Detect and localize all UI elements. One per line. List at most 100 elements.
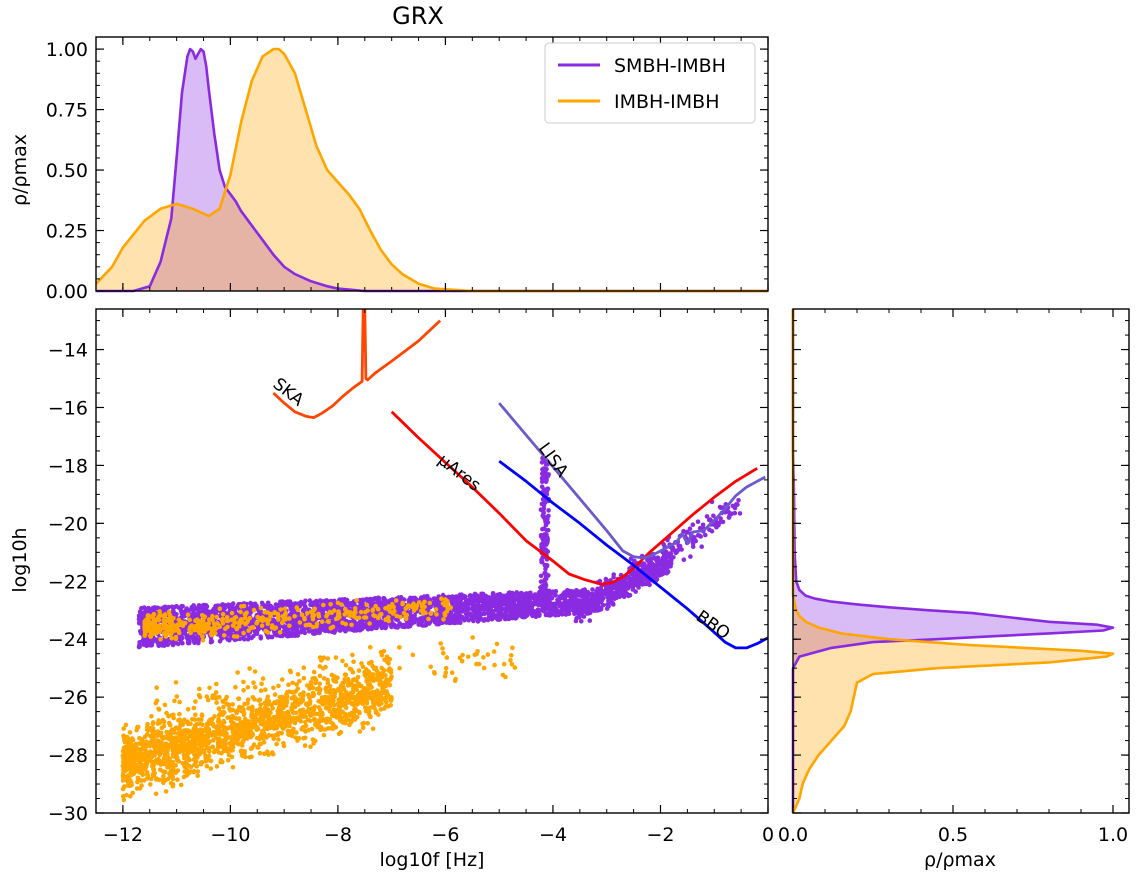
imbh-point <box>381 706 387 711</box>
imbh-point <box>187 741 193 747</box>
imbh-point <box>444 655 450 660</box>
smbh-point <box>152 605 158 610</box>
smbh-point <box>444 620 449 625</box>
smbh-point <box>324 598 330 603</box>
imbh-point <box>219 711 225 717</box>
smbh-point <box>295 633 301 638</box>
imbh-point <box>354 687 360 693</box>
smbh-point <box>317 598 323 603</box>
legend-smbh-label: SMBH-IMBH <box>614 55 726 77</box>
imbh-point <box>190 732 195 737</box>
imbh-point <box>373 693 379 699</box>
smbh-point <box>431 596 437 601</box>
smbh-point <box>535 607 541 612</box>
imbh-point <box>296 701 302 706</box>
imbh-point <box>241 679 246 685</box>
imbh-point <box>214 681 219 687</box>
imbh-point <box>355 674 361 680</box>
smbh-point <box>515 602 520 608</box>
smbh-point <box>256 626 262 632</box>
imbh-point <box>181 774 187 780</box>
imbh-point <box>168 735 173 741</box>
top-line-smbh <box>96 47 768 293</box>
smbh-point <box>574 615 579 621</box>
imbh-point <box>324 689 329 694</box>
imbh-point <box>361 720 367 726</box>
smbh-point <box>541 605 546 611</box>
imbh-point <box>274 741 279 747</box>
smbh-point <box>228 605 233 611</box>
imbh-point <box>228 719 234 724</box>
imbh-point <box>324 698 330 704</box>
imbh-point <box>123 722 129 728</box>
legend-box <box>544 42 756 124</box>
imbh-point <box>301 665 307 670</box>
imbh-point <box>279 702 284 708</box>
imbh-point <box>206 753 212 759</box>
smbh-point <box>455 610 461 616</box>
imbh-point <box>258 717 264 722</box>
imbh-point <box>306 727 311 733</box>
imbh-point <box>210 738 216 743</box>
imbh-point <box>384 699 389 705</box>
imbh-point <box>337 703 343 708</box>
imbh-point <box>160 717 166 723</box>
imbh-point <box>129 747 135 753</box>
imbh-point <box>124 757 129 762</box>
imbh-point <box>328 725 334 731</box>
imbh-point <box>321 655 327 660</box>
imbh-point <box>353 696 359 701</box>
imbh-point <box>348 713 353 718</box>
imbh-point <box>213 690 219 695</box>
smbh-point <box>182 629 187 635</box>
smbh-point <box>509 612 514 618</box>
smbh-point <box>590 587 595 592</box>
imbh-point <box>362 669 367 675</box>
imbh-point <box>240 743 245 748</box>
imbh-point <box>265 707 271 712</box>
imbh-point <box>347 696 353 701</box>
imbh-point <box>357 729 363 734</box>
smbh-point <box>471 595 477 601</box>
imbh-point <box>305 717 311 723</box>
smbh-point <box>194 638 200 643</box>
smbh-point <box>390 620 395 626</box>
imbh-point <box>160 769 166 774</box>
smbh-point <box>575 602 580 608</box>
smbh-point <box>471 599 477 605</box>
imbh-point <box>196 693 202 698</box>
smbh-point <box>498 594 504 599</box>
imbh-point <box>229 754 235 760</box>
smbh-point <box>394 624 399 630</box>
imbh-point <box>368 644 373 650</box>
imbh-point <box>287 720 293 725</box>
imbh-point <box>245 685 251 690</box>
imbh-point <box>332 674 338 679</box>
imbh-point <box>184 730 189 736</box>
imbh-point <box>443 670 449 675</box>
imbh-point <box>298 712 304 717</box>
imbh-point <box>265 749 270 754</box>
smbh-point <box>507 605 513 610</box>
imbh-point <box>193 745 198 751</box>
smbh-point <box>474 613 480 619</box>
smbh-point <box>451 608 457 613</box>
smbh-point <box>504 609 510 614</box>
imbh-point <box>275 708 281 714</box>
imbh-point <box>224 701 229 707</box>
smbh-point <box>606 604 611 609</box>
imbh-point <box>306 706 312 712</box>
smbh-point <box>471 618 476 624</box>
imbh-point <box>230 734 235 740</box>
imbh-point <box>137 777 142 783</box>
imbh-point <box>170 744 176 749</box>
imbh-point <box>250 731 255 736</box>
imbh-point <box>250 716 256 722</box>
smbh-point <box>510 596 516 601</box>
smbh-point <box>258 636 264 641</box>
smbh-point <box>361 623 367 628</box>
smbh-point <box>146 605 151 611</box>
imbh-point <box>271 685 276 691</box>
imbh-point <box>343 712 348 717</box>
imbh-point <box>154 698 160 703</box>
